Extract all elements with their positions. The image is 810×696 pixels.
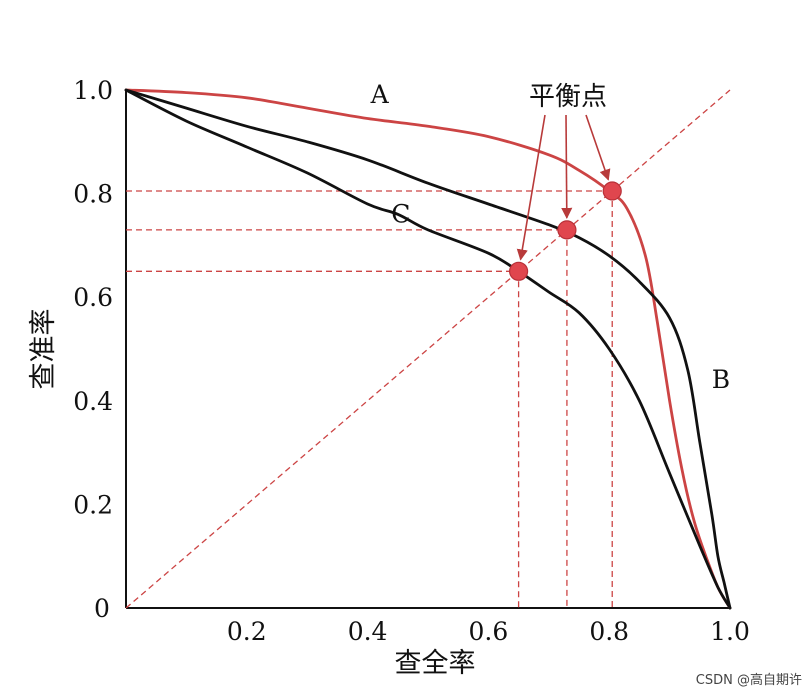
y-tick-labels: 0.2 0.4 0.6 0.8 1.0 — [73, 76, 113, 519]
annotation-label: 平衡点 — [529, 82, 607, 112]
y-tick-label: 0.8 — [73, 180, 113, 209]
curve-label-c: C — [391, 199, 410, 228]
diagonal-reference-line — [125, 89, 731, 609]
series-line-b — [124, 88, 732, 610]
curve-label-a: A — [370, 80, 390, 109]
y-axis-title: 查准率 — [28, 309, 59, 390]
x-tick-label: 0 — [94, 594, 110, 623]
break-even-points-layer — [508, 181, 622, 281]
annotation-arrow — [585, 114, 611, 181]
watermark: CSDN @高自期许 — [696, 672, 802, 688]
x-axis-title: 查全率 — [395, 648, 476, 679]
y-tick-label: 0.2 — [73, 490, 113, 519]
annotation-arrow — [561, 114, 573, 219]
series-line-c — [124, 88, 732, 610]
y-tick-label: 0.4 — [73, 387, 113, 416]
x-tick-label: 0.2 — [227, 617, 267, 646]
curve-labels: A B C — [370, 80, 730, 394]
guide-lines-layer — [126, 190, 613, 608]
y-tick-label: 0.6 — [73, 283, 113, 312]
series-line-a — [124, 88, 732, 610]
x-tick-label: 0.4 — [348, 617, 388, 646]
x-tick-label: 0.6 — [469, 617, 509, 646]
reference-line-layer — [125, 89, 731, 609]
x-tick-label: 0.8 — [589, 617, 629, 646]
break-even-point — [557, 220, 577, 240]
series-layer — [124, 88, 732, 610]
y-tick-label: 1.0 — [73, 76, 113, 105]
annotation-arrows-layer — [516, 114, 611, 261]
break-even-point — [602, 181, 622, 201]
break-even-point — [508, 261, 529, 281]
x-tick-labels: 0 0.2 0.4 0.6 0.8 1.0 — [94, 594, 750, 646]
annotation-arrow — [516, 114, 546, 261]
curve-label-b: B — [712, 365, 730, 394]
x-tick-label: 1.0 — [710, 617, 750, 646]
